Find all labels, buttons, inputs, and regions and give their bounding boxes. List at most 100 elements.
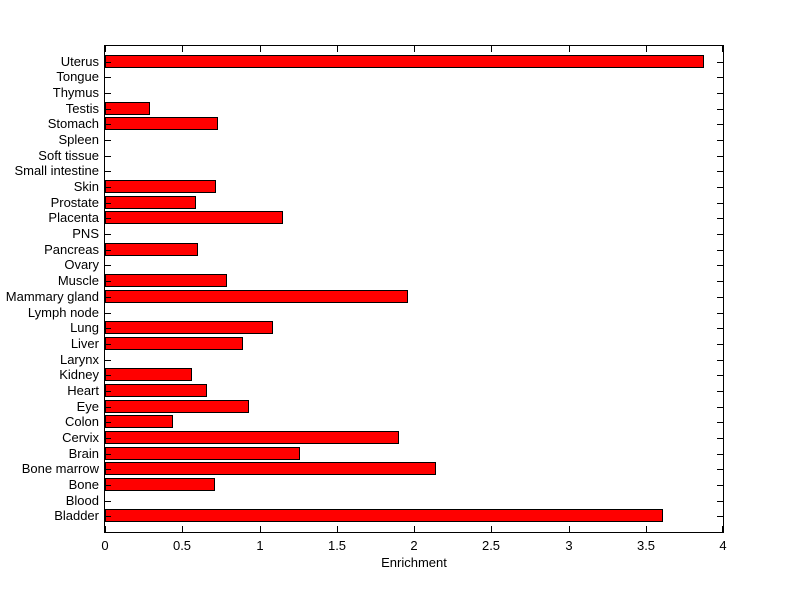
- x-tick-top: [337, 46, 338, 52]
- y-tick-label: Blood: [65, 493, 99, 508]
- y-tick-right: [717, 187, 723, 188]
- y-tick-right: [717, 62, 723, 63]
- y-tick-right: [717, 375, 723, 376]
- x-tick-label: 3: [565, 538, 573, 553]
- y-tick-right: [717, 109, 723, 110]
- y-tick-right: [717, 140, 723, 141]
- bar-placenta: [105, 211, 283, 224]
- y-tick-left: [105, 375, 111, 376]
- y-tick-right: [717, 344, 723, 345]
- y-tick-label: Soft tissue: [38, 148, 99, 163]
- x-tick-top: [182, 46, 183, 52]
- x-tick-top: [260, 46, 261, 52]
- y-tick-left: [105, 360, 111, 361]
- y-tick-left: [105, 234, 111, 235]
- y-tick-label: Placenta: [48, 210, 99, 225]
- y-tick-left: [105, 313, 111, 314]
- x-axis-title: Enrichment: [381, 555, 447, 570]
- y-tick-left: [105, 485, 111, 486]
- x-tick-label: 3.5: [636, 538, 656, 553]
- bar-skin: [105, 180, 216, 193]
- y-tick-left: [105, 391, 111, 392]
- y-tick-label: Uterus: [60, 54, 99, 69]
- y-tick-right: [717, 391, 723, 392]
- y-tick-right: [717, 407, 723, 408]
- y-tick-right: [717, 250, 723, 251]
- y-tick-label: Tongue: [56, 69, 99, 84]
- y-tick-right: [717, 422, 723, 423]
- bar-uterus: [105, 55, 704, 68]
- y-tick-left: [105, 438, 111, 439]
- bar-cervix: [105, 431, 399, 444]
- bar-testis: [105, 102, 150, 115]
- y-tick-right: [717, 516, 723, 517]
- y-tick-label: Kidney: [59, 367, 99, 382]
- y-tick-label: Brain: [68, 446, 99, 461]
- y-tick-left: [105, 156, 111, 157]
- y-tick-label: Ovary: [64, 257, 99, 272]
- x-tick-top: [646, 46, 647, 52]
- bar-liver: [105, 337, 243, 350]
- y-tick-right: [717, 438, 723, 439]
- y-tick-label: Bone: [68, 477, 99, 492]
- y-tick-label: Heart: [67, 383, 99, 398]
- y-tick-label: Larynx: [59, 352, 99, 367]
- y-tick-label: Skin: [73, 179, 99, 194]
- y-tick-label: Eye: [76, 399, 99, 414]
- bar-brain: [105, 447, 300, 460]
- bar-bladder: [105, 509, 663, 522]
- y-tick-right: [717, 93, 723, 94]
- y-tick-right: [717, 501, 723, 502]
- y-tick-right: [717, 360, 723, 361]
- y-tick-left: [105, 422, 111, 423]
- x-tick-label: 0.5: [172, 538, 192, 553]
- y-tick-left: [105, 171, 111, 172]
- y-tick-right: [717, 313, 723, 314]
- x-tick-bottom: [182, 526, 183, 532]
- y-tick-right: [717, 124, 723, 125]
- x-tick-label: 1.5: [327, 538, 347, 553]
- y-tick-label: Small intestine: [14, 163, 99, 178]
- y-tick-left: [105, 109, 111, 110]
- x-tick-bottom: [260, 526, 261, 532]
- bar-muscle: [105, 274, 227, 287]
- y-tick-right: [717, 171, 723, 172]
- y-tick-right: [717, 281, 723, 282]
- x-tick-label: 1: [256, 538, 264, 553]
- y-tick-right: [717, 218, 723, 219]
- bar-lung: [105, 321, 273, 334]
- y-tick-left: [105, 328, 111, 329]
- y-tick-left: [105, 281, 111, 282]
- bar-colon: [105, 415, 173, 428]
- y-tick-label: Cervix: [62, 430, 99, 445]
- y-tick-right: [717, 297, 723, 298]
- y-tick-left: [105, 344, 111, 345]
- x-tick-top: [414, 46, 415, 52]
- x-tick-top: [491, 46, 492, 52]
- bar-stomach: [105, 117, 218, 130]
- x-tick-bottom: [337, 526, 338, 532]
- y-tick-label: Muscle: [57, 273, 99, 288]
- x-tick-label: 0: [101, 538, 109, 553]
- y-tick-left: [105, 297, 111, 298]
- y-tick-left: [105, 124, 111, 125]
- y-tick-left: [105, 140, 111, 141]
- y-tick-right: [717, 156, 723, 157]
- y-tick-label: Bladder: [54, 508, 99, 523]
- y-tick-label: Spleen: [58, 132, 99, 147]
- y-tick-left: [105, 203, 111, 204]
- y-tick-label: Bone marrow: [21, 461, 99, 476]
- y-tick-right: [717, 203, 723, 204]
- y-tick-left: [105, 187, 111, 188]
- x-tick-bottom: [414, 526, 415, 532]
- y-tick-left: [105, 250, 111, 251]
- y-tick-left: [105, 501, 111, 502]
- bar-eye: [105, 400, 249, 413]
- x-tick-bottom: [722, 526, 723, 532]
- x-tick-top: [722, 46, 723, 52]
- bar-heart: [105, 384, 207, 397]
- y-tick-label: Lymph node: [27, 305, 99, 320]
- y-tick-left: [105, 516, 111, 517]
- y-tick-label: Liver: [70, 336, 99, 351]
